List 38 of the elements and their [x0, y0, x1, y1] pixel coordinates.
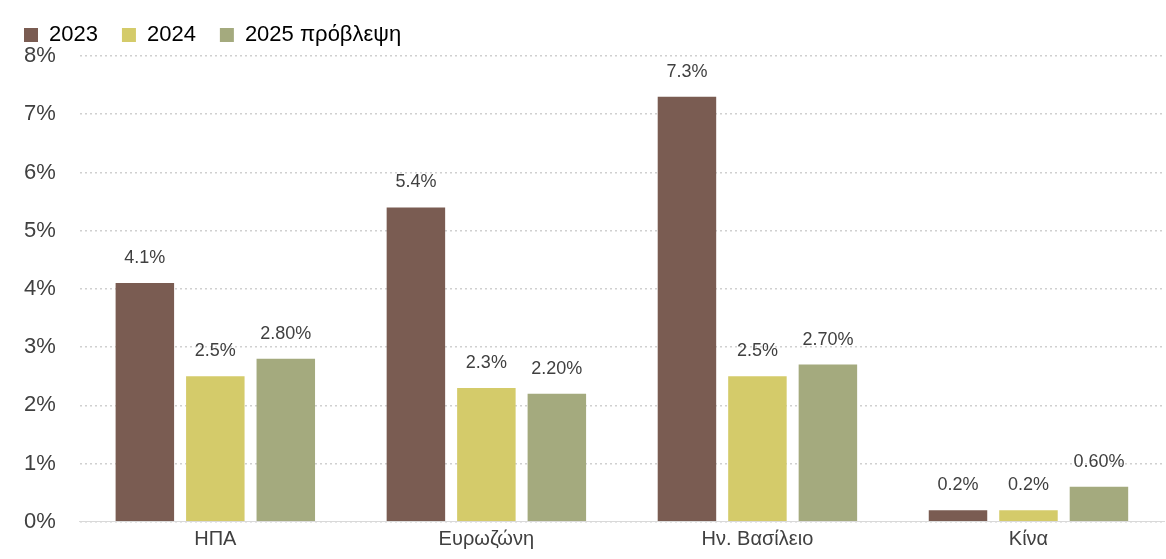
data-label: 4.1% [124, 247, 166, 268]
bar [527, 393, 587, 522]
bar [115, 283, 175, 522]
bar [798, 364, 858, 522]
data-label: 0.2% [1007, 474, 1049, 495]
bar [457, 387, 516, 522]
y-tick-label: 4% [24, 274, 56, 300]
bar [728, 376, 787, 522]
data-label: 2.80% [260, 322, 312, 343]
y-tick-label: 1% [24, 449, 56, 475]
bar [928, 510, 988, 522]
data-label: 2.20% [531, 357, 583, 378]
bar [256, 358, 316, 522]
data-label: 2.5% [736, 340, 778, 361]
bar [386, 207, 446, 522]
y-tick-label: 2% [24, 391, 56, 417]
y-tick-label: 5% [24, 216, 56, 242]
data-label: 2.3% [465, 351, 507, 372]
x-tick-label: Ην. Βασίλειο [701, 527, 814, 550]
legend-label: 2024 [146, 21, 196, 47]
bar [999, 510, 1058, 522]
x-tick-label: ΗΠΑ [194, 527, 238, 550]
data-label: 2.70% [802, 328, 854, 349]
bar [186, 376, 245, 522]
x-tick-label: Κίνα [1008, 527, 1049, 550]
data-label: 2.5% [194, 340, 236, 361]
data-label: 0.60% [1073, 450, 1125, 471]
y-tick-label: 6% [24, 158, 56, 184]
bar [1069, 486, 1129, 522]
y-tick-label: 0% [24, 507, 56, 533]
data-label: 0.2% [937, 474, 979, 495]
y-tick-label: 3% [24, 333, 56, 359]
data-label: 5.4% [395, 171, 437, 192]
legend-label: 2025 πρόβλεψη [244, 21, 402, 47]
bar [657, 96, 717, 522]
data-label: 7.3% [666, 60, 708, 81]
x-tick-label: Ευρωζώνη [438, 527, 535, 550]
y-tick-label: 7% [24, 100, 56, 126]
